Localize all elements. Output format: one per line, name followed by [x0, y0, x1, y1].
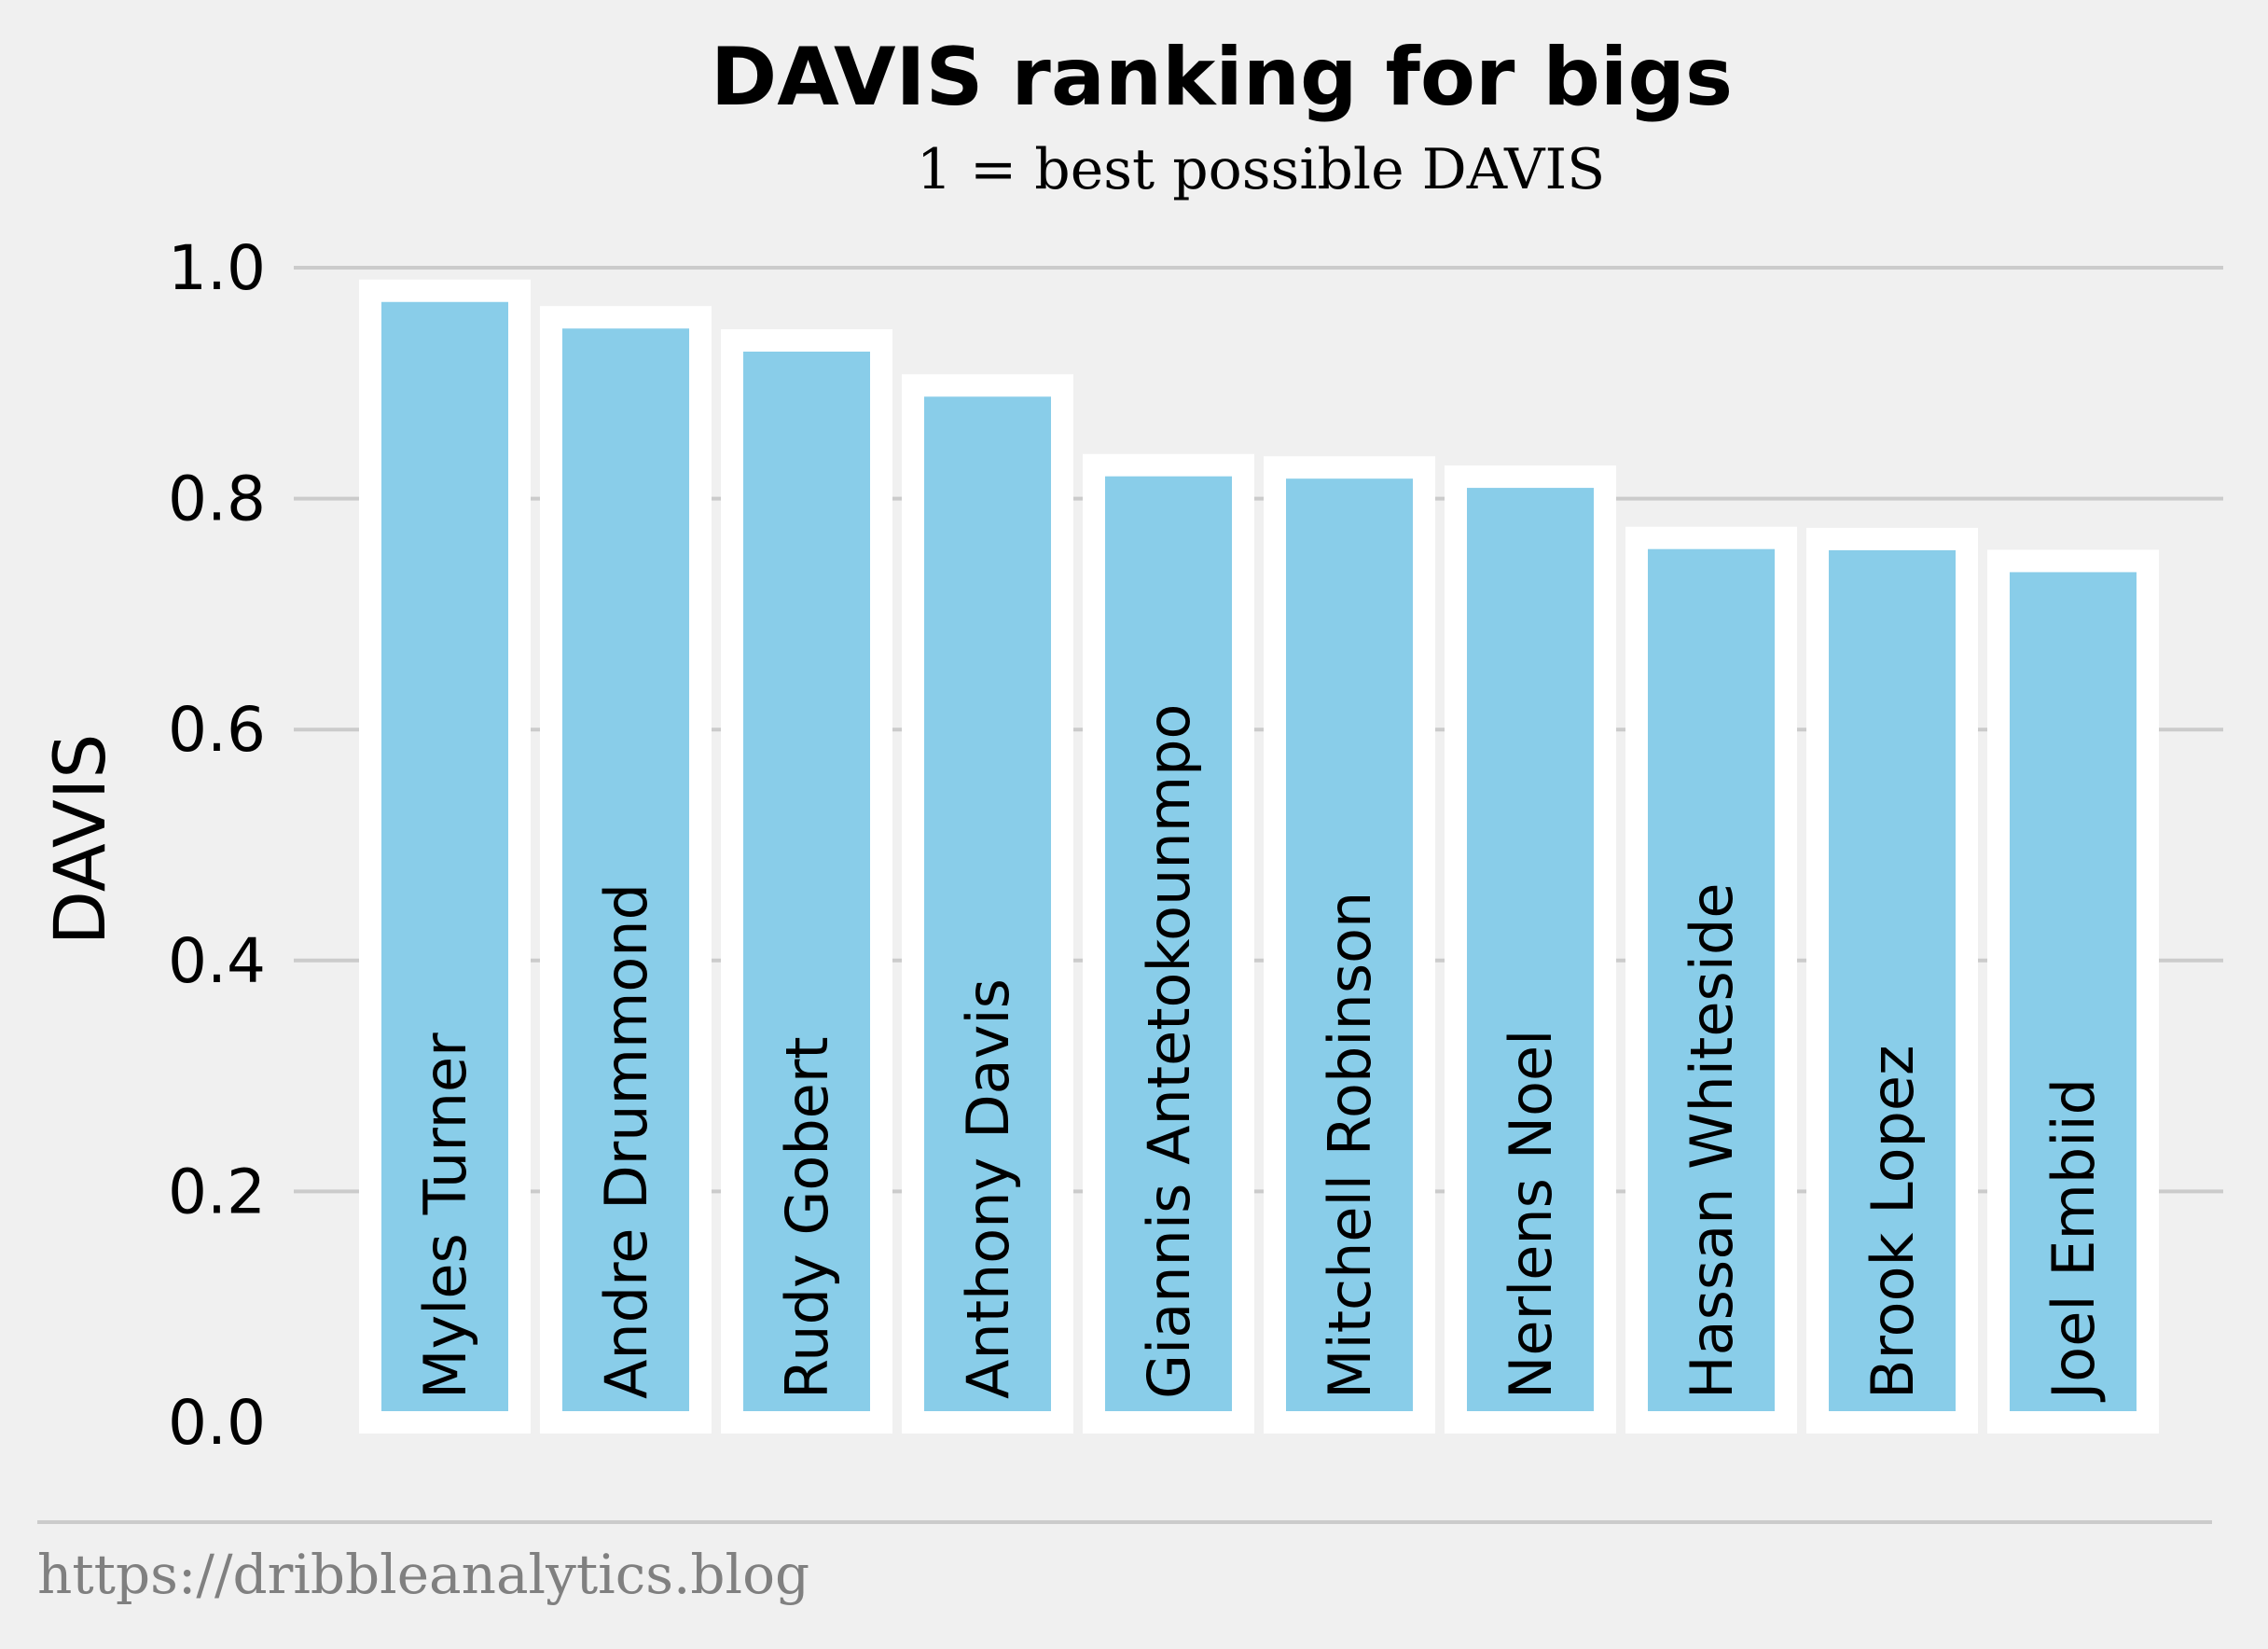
bar [1264, 456, 1435, 1434]
bar-label: Anthony Davis [954, 978, 1022, 1399]
y-tick-label: 1.0 [168, 232, 266, 304]
bar [1987, 549, 2159, 1434]
bar-label: Giannis Antetokounmpo [1135, 704, 1203, 1399]
bar [902, 374, 1073, 1434]
y-tick-label: 0.2 [168, 1156, 266, 1227]
y-axis-label: DAVIS [38, 734, 121, 946]
bar-label: Brook Lopez [1859, 1045, 1927, 1399]
bar [1083, 453, 1254, 1434]
bar-label: Hassan Whiteside [1678, 882, 1746, 1399]
y-tick-label: 0.8 [168, 464, 266, 535]
chart-title: DAVIS ranking for bigs [711, 31, 1733, 124]
y-tick-label: 0.4 [168, 925, 266, 997]
bar-label: Mitchell Robinson [1316, 892, 1384, 1399]
bar-label: Joel Embiid [2040, 1078, 2108, 1403]
bar-label: Nerlens Noel [1497, 1030, 1565, 1399]
bar [1625, 526, 1797, 1434]
bar [1806, 527, 1978, 1434]
bars: Myles Turner Andre Drummond Rudy Gobert Ant… [359, 279, 2159, 1434]
y-tick-label: 0.0 [168, 1387, 266, 1459]
y-tick-label: 0.6 [168, 694, 266, 766]
bar-label: Rudy Gobert [773, 1036, 841, 1399]
bar [359, 279, 531, 1434]
bar [1445, 465, 1616, 1434]
bar [721, 328, 892, 1434]
chart-subtitle: 1 = best possible DAVIS [917, 137, 1606, 202]
source-url: https://dribbleanalytics.blog [37, 1543, 809, 1606]
bar-label: Andre Drummond [592, 883, 660, 1399]
bar-label: Myles Turner [411, 1032, 479, 1399]
bar [540, 306, 712, 1434]
y-axis-ticks: 0.0 0.2 0.4 0.6 0.8 1.0 [168, 232, 266, 1459]
